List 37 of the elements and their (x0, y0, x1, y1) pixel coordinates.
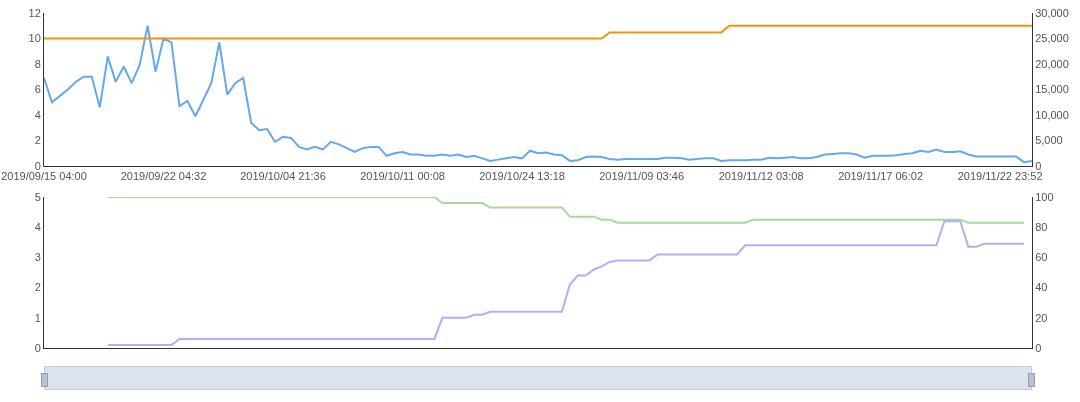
x-tick-label: 2019/11/17 06:02 (838, 170, 924, 183)
y-tick-label: 5 (34, 190, 41, 203)
x-tick-label: 2019/10/24 13:18 (479, 170, 565, 183)
y-tick-label: 4 (34, 221, 41, 234)
x-tick-label: 2019/10/11 00:08 (360, 170, 445, 183)
y-tick-label: 2 (34, 281, 41, 294)
y-tick-label: 3 (34, 251, 41, 264)
y2-tick-label: 80 (1035, 221, 1048, 234)
y2-tick-label: 5,000 (1035, 134, 1063, 147)
y-tick-label: 8 (34, 57, 41, 70)
y2-tick-label: 30,000 (1035, 6, 1069, 19)
y-tick-label: 0 (34, 341, 41, 354)
x-tick-label: 2019/11/12 03:08 (718, 170, 804, 183)
y2-tick-label: 25,000 (1035, 32, 1069, 45)
y-tick-label: 4 (34, 108, 41, 121)
x-tick-label: 2019/11/22 23:52 (957, 170, 1043, 183)
y2-tick-label: 20 (1035, 311, 1048, 324)
line-series (106, 197, 1026, 224)
x-tick-label: 2019/11/09 03:46 (599, 170, 684, 183)
y2-tick-label: 100 (1035, 190, 1054, 203)
y2-tick-label: 20,000 (1035, 57, 1069, 70)
y-tick-label: 10 (28, 32, 41, 45)
x-tick-label: 2019/09/22 04:32 (120, 170, 207, 183)
y-tick-label: 0 (34, 159, 41, 172)
y2-tick-label: 60 (1035, 251, 1048, 264)
y2-tick-label: 0 (1035, 341, 1042, 354)
line-series (106, 220, 1026, 346)
y-tick-label: 2 (34, 134, 41, 147)
y2-tick-label: 15,000 (1035, 83, 1069, 96)
y-tick-label: 6 (34, 83, 41, 96)
y2-tick-label: 40 (1035, 281, 1048, 294)
y-tick-label: 1 (34, 311, 41, 324)
x-tick-label: 2019/09/15 04:00 (1, 170, 87, 183)
y2-tick-label: 0 (1035, 159, 1042, 172)
y2-tick-label: 10,000 (1035, 108, 1069, 121)
x-tick-label: 2019/10/04 21:36 (240, 170, 326, 183)
y-tick-label: 12 (28, 6, 41, 19)
